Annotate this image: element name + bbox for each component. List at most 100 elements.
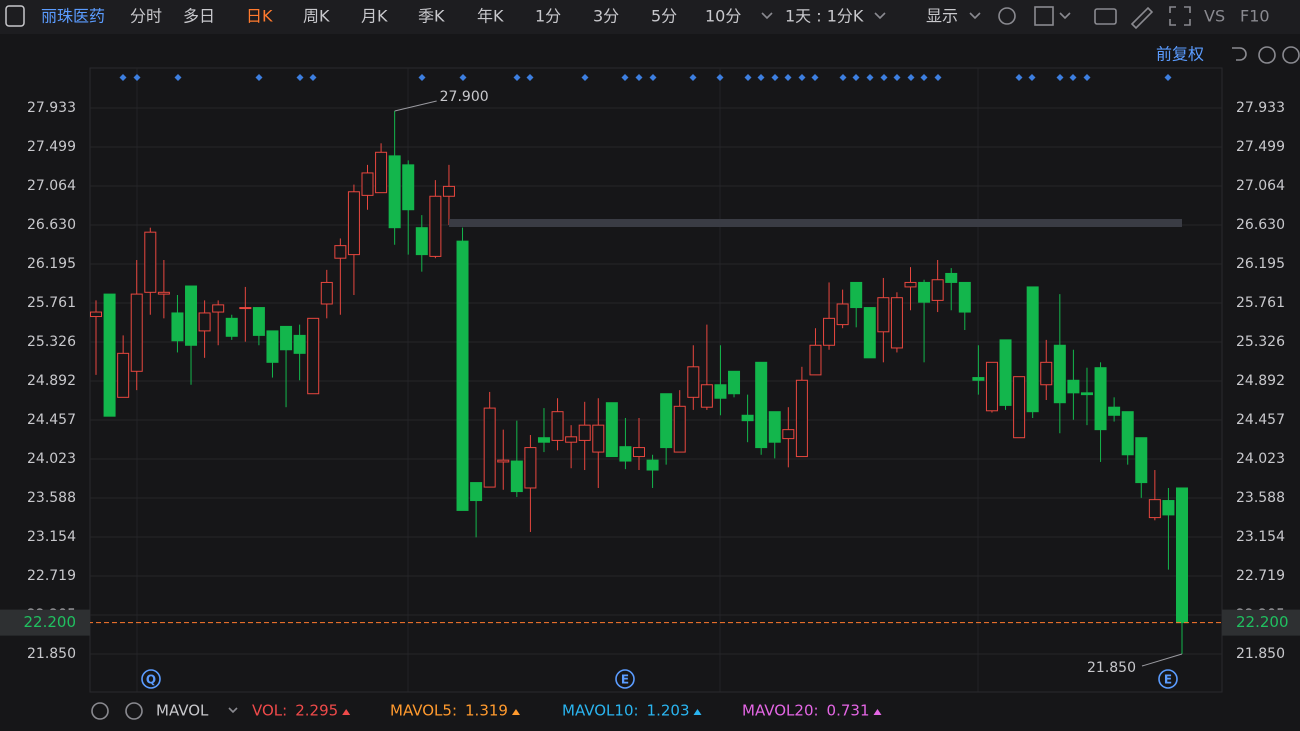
reset-icon[interactable] (1232, 47, 1247, 61)
plot (90, 68, 1222, 692)
period-tab[interactable]: 1分 (535, 7, 561, 26)
dropdown-icon[interactable] (228, 707, 238, 714)
candle-body (1121, 411, 1134, 456)
signal-marker (852, 74, 860, 81)
period-tab[interactable]: 3分 (593, 7, 619, 26)
zoom-in[interactable] (1282, 46, 1300, 64)
candle-body (931, 279, 944, 301)
y-tick-label: 24.892 (27, 373, 76, 389)
candle-body (823, 317, 836, 346)
signal-marker (526, 74, 534, 81)
fullscreen-icon[interactable] (1169, 6, 1191, 26)
f10-button[interactable]: F10 (1240, 7, 1270, 26)
draw-icon[interactable] (1130, 6, 1154, 30)
event-icon[interactable] (1158, 669, 1178, 689)
period-tab[interactable]: 多日 (183, 7, 215, 26)
signal-marker (811, 74, 819, 81)
indicator-label: MAVOL10: (562, 702, 639, 720)
back-icon[interactable] (5, 5, 25, 27)
candle-body (660, 393, 673, 449)
indicator-settings[interactable] (91, 702, 109, 720)
candle-body (524, 447, 537, 489)
dropdown-icon[interactable] (969, 12, 981, 20)
period-tab[interactable]: 日K (246, 7, 273, 26)
indicator-name[interactable]: MAVOL (156, 702, 209, 720)
signal-marker (1164, 74, 1172, 81)
annotation-leader (394, 100, 437, 112)
candle-body (1013, 376, 1026, 439)
layout-icon[interactable] (1034, 6, 1054, 26)
indicator-values: VOL: 2.295 MAVOL5: 1.319 MAVOL10: 1.203 MAVOL2… (252, 702, 882, 720)
signal-marker (907, 74, 915, 81)
period-tabs: 分时 多日 日K 周K 月K 季K 年K 1分 3分 5分 10分 (130, 7, 741, 26)
period-tab[interactable]: 周K (303, 7, 330, 26)
signal-marker (1028, 74, 1036, 81)
adjust-mode[interactable]: 前复权 (1156, 45, 1204, 64)
period-tab[interactable]: 年K (477, 7, 504, 26)
y-tick-label: 25.761 (27, 295, 76, 311)
y2-tick-label: 24.892 (1236, 373, 1285, 389)
dropdown-icon[interactable] (1059, 12, 1071, 20)
y2-tick-label: 23.588 (1236, 490, 1285, 506)
y2-tick-label: 26.630 (1236, 217, 1285, 233)
y2-tick-label: 25.761 (1236, 295, 1285, 311)
range-select[interactable]: 1天 : 1分K (785, 7, 864, 26)
period-tab[interactable]: 分时 (130, 7, 162, 26)
candle-body (320, 281, 333, 305)
candle-body (918, 281, 931, 303)
candle-body (1176, 487, 1188, 624)
more-icon[interactable] (761, 12, 773, 20)
event-icon[interactable] (615, 669, 635, 689)
candle-body (375, 151, 388, 194)
candle-body (728, 370, 741, 395)
vs-button[interactable]: VS (1204, 7, 1225, 26)
candle-body (334, 245, 347, 259)
candle-body (442, 185, 455, 197)
candle-body (1053, 344, 1066, 404)
signal-marker (757, 74, 765, 81)
signal-marker (621, 74, 629, 81)
candle-body (565, 436, 578, 443)
y-tick-label: 25.326 (27, 334, 76, 350)
candle-body (293, 334, 306, 354)
y-tick-label: 27.933 (27, 100, 76, 116)
candle-body (103, 293, 116, 417)
candle-body (1162, 500, 1175, 516)
display-button[interactable]: 显示 (926, 7, 958, 26)
candle-body (850, 281, 863, 309)
up-arrow (693, 709, 702, 715)
period-tab[interactable]: 月K (361, 7, 388, 26)
y-tick-label: 24.023 (27, 451, 76, 467)
candle-body (755, 361, 768, 449)
y2-tick-label: 25.326 (1236, 334, 1285, 350)
candle-body (497, 459, 510, 463)
candle-body (225, 317, 238, 337)
candle-body (185, 285, 198, 346)
stock-name[interactable]: 丽珠医药 (41, 7, 105, 26)
candle-body (266, 330, 279, 363)
y-tick-label: 26.630 (27, 217, 76, 233)
signal-marker (513, 74, 521, 81)
y2-tick-label: 27.499 (1236, 139, 1285, 155)
camera-icon[interactable] (1094, 8, 1117, 25)
period-tab[interactable]: 季K (418, 7, 445, 26)
period-tab[interactable]: 5分 (651, 7, 677, 26)
signal-marker (1015, 74, 1023, 81)
signal-marker (309, 74, 317, 81)
indicator-close[interactable] (125, 702, 143, 720)
event-icon[interactable] (141, 669, 161, 689)
candle-body (877, 297, 890, 333)
dropdown-icon[interactable] (874, 12, 886, 20)
zoom-out[interactable] (1258, 46, 1276, 64)
y2-tick-label: 27.064 (1236, 178, 1285, 194)
candle-body (144, 231, 157, 293)
period-tab[interactable]: 10分 (705, 7, 741, 26)
candle-body (402, 164, 415, 211)
settings-icon[interactable] (998, 7, 1016, 25)
candle-body (741, 414, 754, 422)
last-price-label: 22.200 (24, 613, 77, 631)
candle-body (1026, 286, 1039, 413)
y-tick-label: 23.154 (27, 529, 76, 545)
y-tick-label: 22.719 (27, 568, 76, 584)
